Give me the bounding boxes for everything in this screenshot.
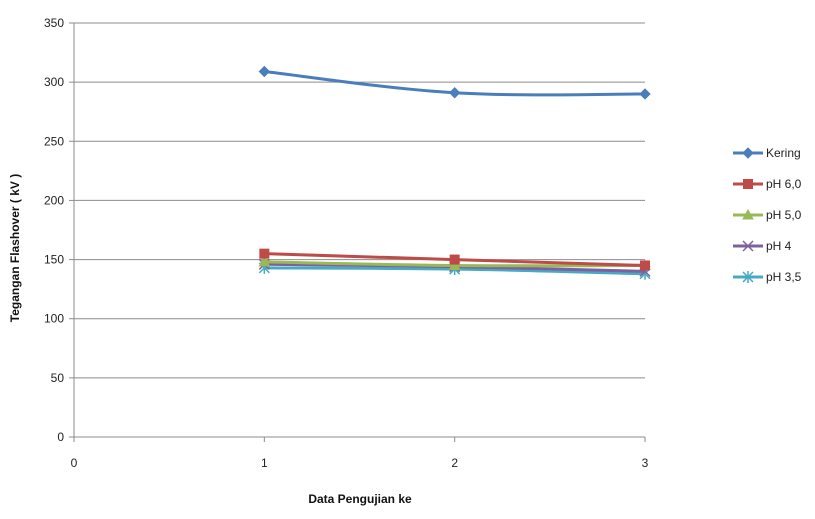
y-tick-label-100: 100 xyxy=(44,312,64,326)
gridlines xyxy=(74,22,645,379)
x-tick-label-3: 3 xyxy=(642,456,649,470)
series-1-point-1 xyxy=(259,248,270,259)
legend-item-0: Kering xyxy=(733,146,801,160)
legend-swatch-marker-1 xyxy=(743,179,753,189)
series-2-point-2 xyxy=(448,259,461,270)
legend-label-0: Kering xyxy=(766,146,801,160)
legend-label-1: pH 6,0 xyxy=(766,177,802,191)
legend-swatch-marker-2 xyxy=(742,208,754,220)
legend-swatch-marker-0 xyxy=(742,147,754,159)
x-tick-label-2: 2 xyxy=(451,456,458,470)
y-tick-label-200: 200 xyxy=(44,193,64,207)
legend: Kering pH 6,0 pH 5,0 pH 4 pH 3,5 xyxy=(733,146,802,284)
y-tick-label-0: 0 xyxy=(57,430,64,444)
x-tick-label-1: 1 xyxy=(261,456,268,470)
series-1-point-2 xyxy=(449,254,460,265)
legend-swatch-marker-4 xyxy=(742,271,754,283)
y-tick-label-50: 50 xyxy=(51,371,65,385)
y-tick-label-300: 300 xyxy=(44,75,64,89)
x-tick-label-0: 0 xyxy=(71,456,78,470)
legend-label-3: pH 4 xyxy=(766,239,792,253)
y-tick-label-250: 250 xyxy=(44,134,64,148)
x-axis-title: Data Pengujian ke xyxy=(308,492,412,506)
series-2-point-1 xyxy=(258,255,271,267)
series-group xyxy=(258,65,651,280)
series-0-point-1 xyxy=(258,65,271,78)
y-tick-label-350: 350 xyxy=(44,16,64,30)
axes: 0 50 100 150 200 250 300 350 0 1 2 3 xyxy=(44,16,649,470)
legend-item-1: pH 6,0 xyxy=(733,177,802,191)
legend-item-2: pH 5,0 xyxy=(733,208,802,222)
y-axis-title: Tegangan Flashover ( kV ) xyxy=(8,174,22,322)
legend-swatch-marker-3 xyxy=(742,240,754,252)
legend-item-4: pH 3,5 xyxy=(733,270,802,284)
series-0-point-3 xyxy=(639,88,651,100)
series-0-point-2 xyxy=(448,87,461,99)
series-1-point-3 xyxy=(640,260,650,271)
legend-item-3: pH 4 xyxy=(733,239,792,253)
legend-label-2: pH 5,0 xyxy=(766,208,802,222)
legend-swatch-marker-3-stroke-b xyxy=(742,240,754,252)
legend-label-4: pH 3,5 xyxy=(766,270,802,284)
y-tick-label-150: 150 xyxy=(44,253,64,267)
